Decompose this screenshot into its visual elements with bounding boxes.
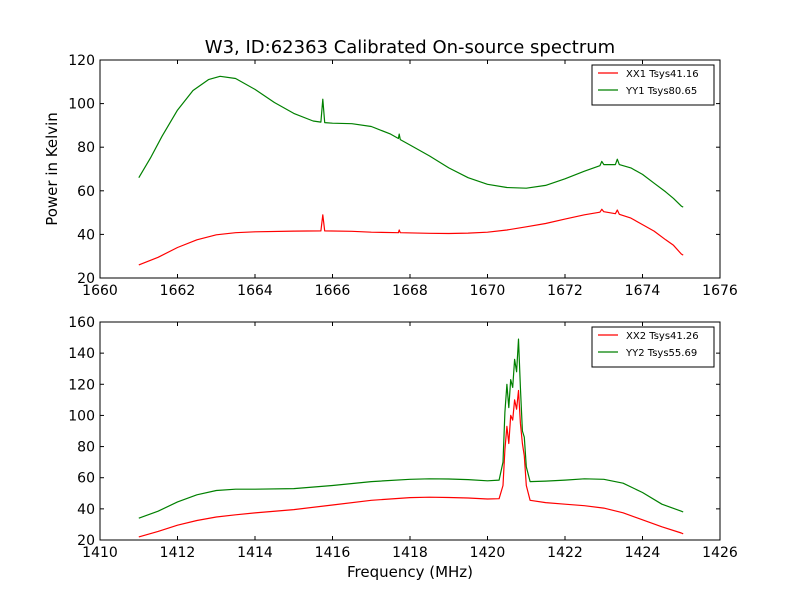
x-tick-label: 1424 [625, 545, 661, 561]
y-tick-label: 120 [68, 377, 95, 393]
x-tick-label: 1422 [547, 545, 583, 561]
x-tick-label: 1676 [702, 283, 738, 299]
x-tick-label: 1670 [470, 283, 506, 299]
x-tick-label: 1416 [315, 545, 351, 561]
chart-title: W3, ID:62363 Calibrated On-source spectr… [205, 37, 615, 58]
x-tick-label: 1420 [470, 545, 506, 561]
y-tick-label: 160 [68, 315, 95, 331]
y-tick-label: 80 [77, 140, 95, 156]
chart-panel-1: 1660 1662 1664 1666 1668 1670 1672 1674 1676 20 40… [68, 53, 738, 299]
y-tick-label: 20 [77, 533, 95, 549]
series-line-2-2 [138, 338, 684, 519]
x-tick-label: 1666 [315, 283, 351, 299]
x-tick-label: 1662 [160, 283, 196, 299]
x-tick-label: 1412 [160, 545, 196, 561]
x-tick-label: 1410 [82, 545, 118, 561]
x-axis-label: Frequency (MHz) [347, 563, 473, 581]
legend-box [591, 326, 715, 368]
legend-box [591, 64, 715, 106]
y-tick-label: 120 [68, 53, 95, 69]
legend-2: XX2 Tsys41.26 YY2 Tsys55.69 [591, 326, 715, 368]
y-axis-label: Power in Kelvin [43, 112, 61, 226]
x-tick-label: 1426 [702, 545, 738, 561]
legend-entry: YY1 Tsys80.65 [625, 86, 697, 97]
x-tick-label: 1418 [392, 545, 428, 561]
legend-1: XX1 Tsys41.16 YY1 Tsys80.65 [591, 64, 715, 106]
x-tick-label: 1664 [237, 283, 273, 299]
x-tick-label: 1668 [392, 283, 428, 299]
x-tick-label: 1660 [82, 283, 118, 299]
y-tick-label: 140 [68, 346, 95, 362]
y-tick-label: 40 [77, 227, 95, 243]
y-tick-label: 60 [77, 471, 95, 487]
series-line-2-1 [138, 389, 684, 538]
y-tick-label: 20 [77, 271, 95, 287]
series-line-1-1 [138, 208, 684, 266]
y-tick-label: 100 [68, 408, 95, 424]
x-tick-label: 1674 [625, 283, 661, 299]
series-line-1-2 [138, 75, 684, 208]
x-tick-label: 1672 [547, 283, 583, 299]
y-tick-label: 100 [68, 97, 95, 113]
chart-panel-2: 1410 1412 1414 1416 1418 1420 1422 1424 1426 20 40… [68, 315, 738, 561]
legend-entry: YY2 Tsys55.69 [625, 348, 697, 359]
y-tick-label: 40 [77, 502, 95, 518]
y-tick-label: 60 [77, 184, 95, 200]
legend-entry: XX1 Tsys41.16 [626, 69, 699, 80]
x-tick-label: 1414 [237, 545, 273, 561]
legend-entry: XX2 Tsys41.26 [626, 331, 699, 342]
y-tick-label: 80 [77, 440, 95, 456]
chart-panels: 1660 1662 1664 1666 1668 1670 1672 1674 1676 20 40… [68, 53, 738, 561]
